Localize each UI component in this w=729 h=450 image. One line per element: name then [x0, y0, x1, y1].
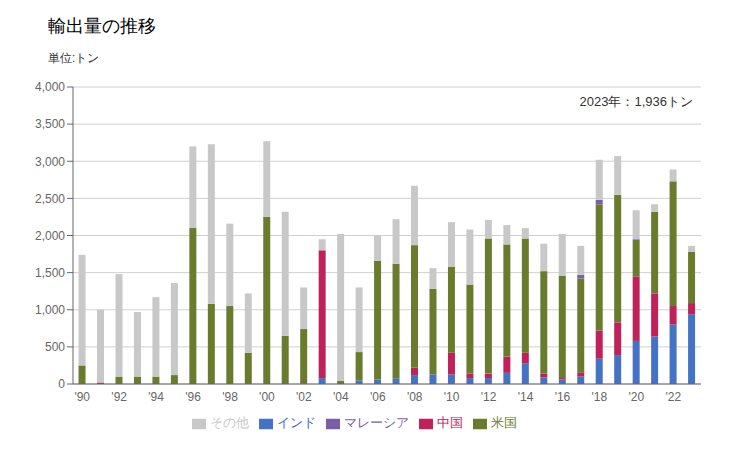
svg-text:'90: '90 — [74, 390, 90, 404]
svg-text:1,000: 1,000 — [35, 303, 65, 317]
svg-text:'04: '04 — [333, 390, 349, 404]
svg-text:'92: '92 — [111, 390, 127, 404]
svg-text:'12: '12 — [481, 390, 497, 404]
svg-text:2,500: 2,500 — [35, 192, 65, 206]
svg-text:'02: '02 — [296, 390, 312, 404]
svg-text:'94: '94 — [148, 390, 164, 404]
svg-text:'14: '14 — [518, 390, 534, 404]
svg-text:0: 0 — [58, 377, 65, 391]
svg-text:4,000: 4,000 — [35, 80, 65, 94]
html-text:その他: その他 — [210, 415, 249, 430]
svg-text:'10: '10 — [444, 390, 460, 404]
svg-text:'06: '06 — [370, 390, 386, 404]
svg-text:'96: '96 — [185, 390, 201, 404]
svg-text:1,500: 1,500 — [35, 266, 65, 280]
svg-text:'08: '08 — [407, 390, 423, 404]
svg-text:500: 500 — [45, 340, 65, 354]
svg-text:3,000: 3,000 — [35, 155, 65, 169]
svg-text:'98: '98 — [222, 390, 238, 404]
svg-text:'16: '16 — [555, 390, 571, 404]
svg-text:2,000: 2,000 — [35, 229, 65, 243]
svg-text:'18: '18 — [592, 390, 608, 404]
svg-text:3,500: 3,500 — [35, 117, 65, 131]
html-text:インド: インド — [277, 415, 316, 430]
html-text:米国: 米国 — [491, 415, 517, 430]
html-text:2023年：1,936トン: 2023年：1,936トン — [579, 94, 693, 109]
html-text:マレーシア: マレーシア — [344, 415, 409, 430]
html-text:輸出量の推移: 輸出量の推移 — [48, 16, 156, 36]
svg-text:'22: '22 — [665, 390, 681, 404]
svg-text:'00: '00 — [259, 390, 275, 404]
html-text:単位:トン: 単位:トン — [48, 51, 100, 65]
svg-text:'20: '20 — [629, 390, 645, 404]
html-text:中国: 中国 — [437, 415, 463, 430]
